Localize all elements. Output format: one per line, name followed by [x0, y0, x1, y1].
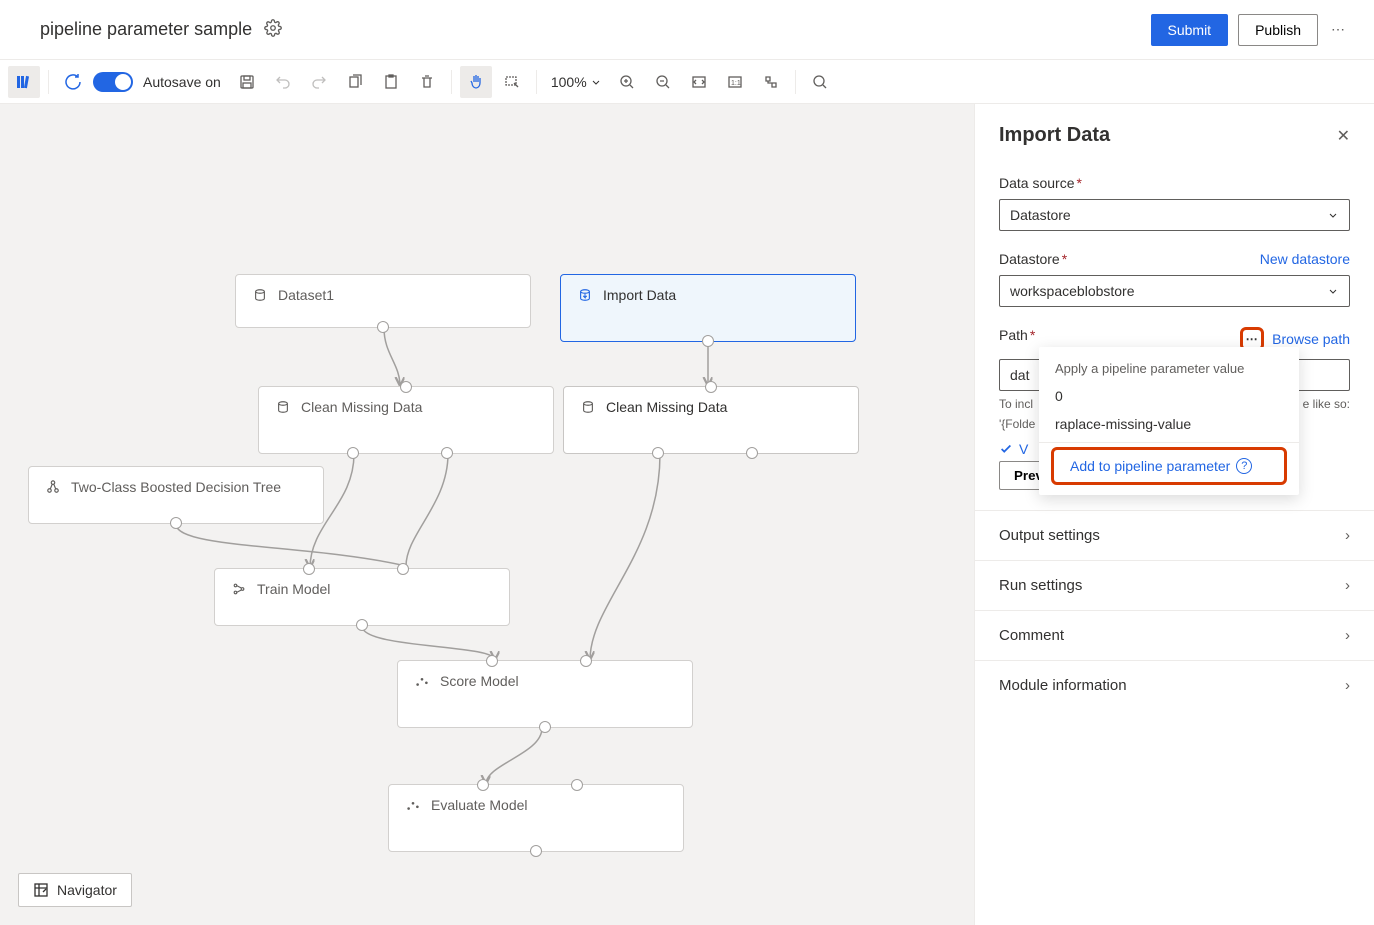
section-module-information[interactable]: Module information› — [975, 660, 1374, 710]
node-import-data[interactable]: Import Data — [560, 274, 856, 342]
node-two-class-boosted[interactable]: Two-Class Boosted Decision Tree — [28, 466, 324, 524]
eval-icon — [405, 797, 421, 813]
svg-text:1:1: 1:1 — [731, 80, 741, 87]
autolayout-icon[interactable] — [755, 66, 787, 98]
database-icon — [252, 287, 268, 303]
node-clean-missing-data-2[interactable]: Clean Missing Data — [563, 386, 859, 454]
pan-icon[interactable] — [460, 66, 492, 98]
properties-panel: Import Data ✕ Data source* Datastore Dat… — [974, 104, 1374, 925]
copy-icon[interactable] — [339, 66, 371, 98]
add-to-pipeline-parameter[interactable]: Add to pipeline parameter ? — [1051, 447, 1287, 485]
node-label: Import Data — [603, 287, 676, 303]
node-clean-missing-data-1[interactable]: Clean Missing Data — [258, 386, 554, 454]
autosave-label: Autosave on — [143, 74, 221, 90]
data-source-select[interactable]: Datastore — [999, 199, 1350, 231]
tree-icon — [45, 479, 61, 495]
parameter-popup: Apply a pipeline parameter value 0 rapla… — [1039, 347, 1299, 495]
gear-icon[interactable] — [264, 19, 282, 40]
section-run-settings[interactable]: Run settings› — [975, 560, 1374, 610]
zoom-out-icon[interactable] — [647, 66, 679, 98]
clean-icon — [580, 399, 596, 415]
score-icon — [414, 673, 430, 689]
node-label: Dataset1 — [278, 287, 334, 303]
undo-icon[interactable] — [267, 66, 299, 98]
actual-size-icon[interactable]: 1:1 — [719, 66, 751, 98]
fit-icon[interactable] — [683, 66, 715, 98]
refresh-icon[interactable] — [57, 66, 89, 98]
node-label: Train Model — [257, 581, 330, 597]
node-label: Clean Missing Data — [606, 399, 727, 415]
panel-title: Import Data — [999, 124, 1110, 147]
datastore-select[interactable]: workspaceblobstore — [999, 275, 1350, 307]
search-icon[interactable] — [804, 66, 836, 98]
data-source-label: Data source — [999, 175, 1074, 191]
help-icon[interactable]: ? — [1236, 458, 1252, 474]
datastore-label: Datastore — [999, 251, 1060, 267]
node-score-model[interactable]: Score Model — [397, 660, 693, 728]
popup-header: Apply a pipeline parameter value — [1039, 355, 1299, 382]
train-icon — [231, 581, 247, 597]
redo-icon[interactable] — [303, 66, 335, 98]
pipeline-canvas[interactable]: Dataset1 Import Data Clean Missing Data … — [0, 104, 974, 925]
zoom-label[interactable]: 100% — [551, 74, 601, 90]
publish-button[interactable]: Publish — [1238, 14, 1318, 46]
paste-icon[interactable] — [375, 66, 407, 98]
path-label: Path — [999, 327, 1028, 343]
node-label: Two-Class Boosted Decision Tree — [71, 479, 281, 495]
section-comment[interactable]: Comment› — [975, 610, 1374, 660]
select-icon[interactable] — [496, 66, 528, 98]
node-label: Score Model — [440, 673, 519, 689]
toolbar: Autosave on 100% 1:1 — [0, 60, 1374, 104]
submit-button[interactable]: Submit — [1151, 14, 1229, 46]
node-dataset1[interactable]: Dataset1 — [235, 274, 531, 328]
popup-item[interactable]: 0 — [1039, 382, 1299, 410]
node-label: Clean Missing Data — [301, 399, 422, 415]
zoom-in-icon[interactable] — [611, 66, 643, 98]
more-icon[interactable]: ⋯ — [1318, 21, 1358, 38]
save-icon[interactable] — [231, 66, 263, 98]
import-icon — [577, 287, 593, 303]
delete-icon[interactable] — [411, 66, 443, 98]
page-title: pipeline parameter sample — [40, 19, 252, 40]
header: pipeline parameter sample Submit Publish… — [0, 0, 1374, 60]
node-label: Evaluate Model — [431, 797, 528, 813]
popup-item[interactable]: raplace-missing-value — [1039, 410, 1299, 438]
clean-icon — [275, 399, 291, 415]
autosave-toggle[interactable] — [93, 72, 133, 92]
node-train-model[interactable]: Train Model — [214, 568, 510, 626]
navigator-label: Navigator — [57, 882, 117, 898]
browse-path-link[interactable]: Browse path — [1272, 331, 1350, 347]
new-datastore-link[interactable]: New datastore — [1260, 251, 1350, 267]
close-icon[interactable]: ✕ — [1337, 126, 1350, 146]
library-icon[interactable] — [8, 66, 40, 98]
navigator-button[interactable]: Navigator — [18, 873, 132, 907]
node-evaluate-model[interactable]: Evaluate Model — [388, 784, 684, 852]
section-output-settings[interactable]: Output settings› — [975, 510, 1374, 560]
